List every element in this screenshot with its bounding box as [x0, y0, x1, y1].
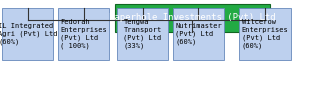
FancyBboxPatch shape — [58, 8, 109, 60]
Text: Paperhole Investments (Pvt) Ltd: Paperhole Investments (Pvt) Ltd — [109, 14, 276, 22]
Text: IL Integrated
Agri (Pvt) Ltd
(60%): IL Integrated Agri (Pvt) Ltd (60%) — [0, 23, 58, 45]
Text: Wilcerow
Enterprises
(Pvt) Ltd
(60%): Wilcerow Enterprises (Pvt) Ltd (60%) — [242, 19, 288, 49]
Text: Fedorah
Enterprises
(Pvt) Ltd
( 100%): Fedorah Enterprises (Pvt) Ltd ( 100%) — [60, 19, 107, 49]
FancyBboxPatch shape — [239, 8, 291, 60]
FancyBboxPatch shape — [115, 4, 270, 32]
FancyBboxPatch shape — [117, 8, 168, 60]
FancyBboxPatch shape — [173, 8, 224, 60]
FancyBboxPatch shape — [2, 8, 53, 60]
Text: Tengwa
Transport
(Pvt) Ltd
(33%): Tengwa Transport (Pvt) Ltd (33%) — [123, 19, 162, 49]
Text: Nutrimaster
(Pvt) Ltd
(60%): Nutrimaster (Pvt) Ltd (60%) — [175, 23, 222, 45]
